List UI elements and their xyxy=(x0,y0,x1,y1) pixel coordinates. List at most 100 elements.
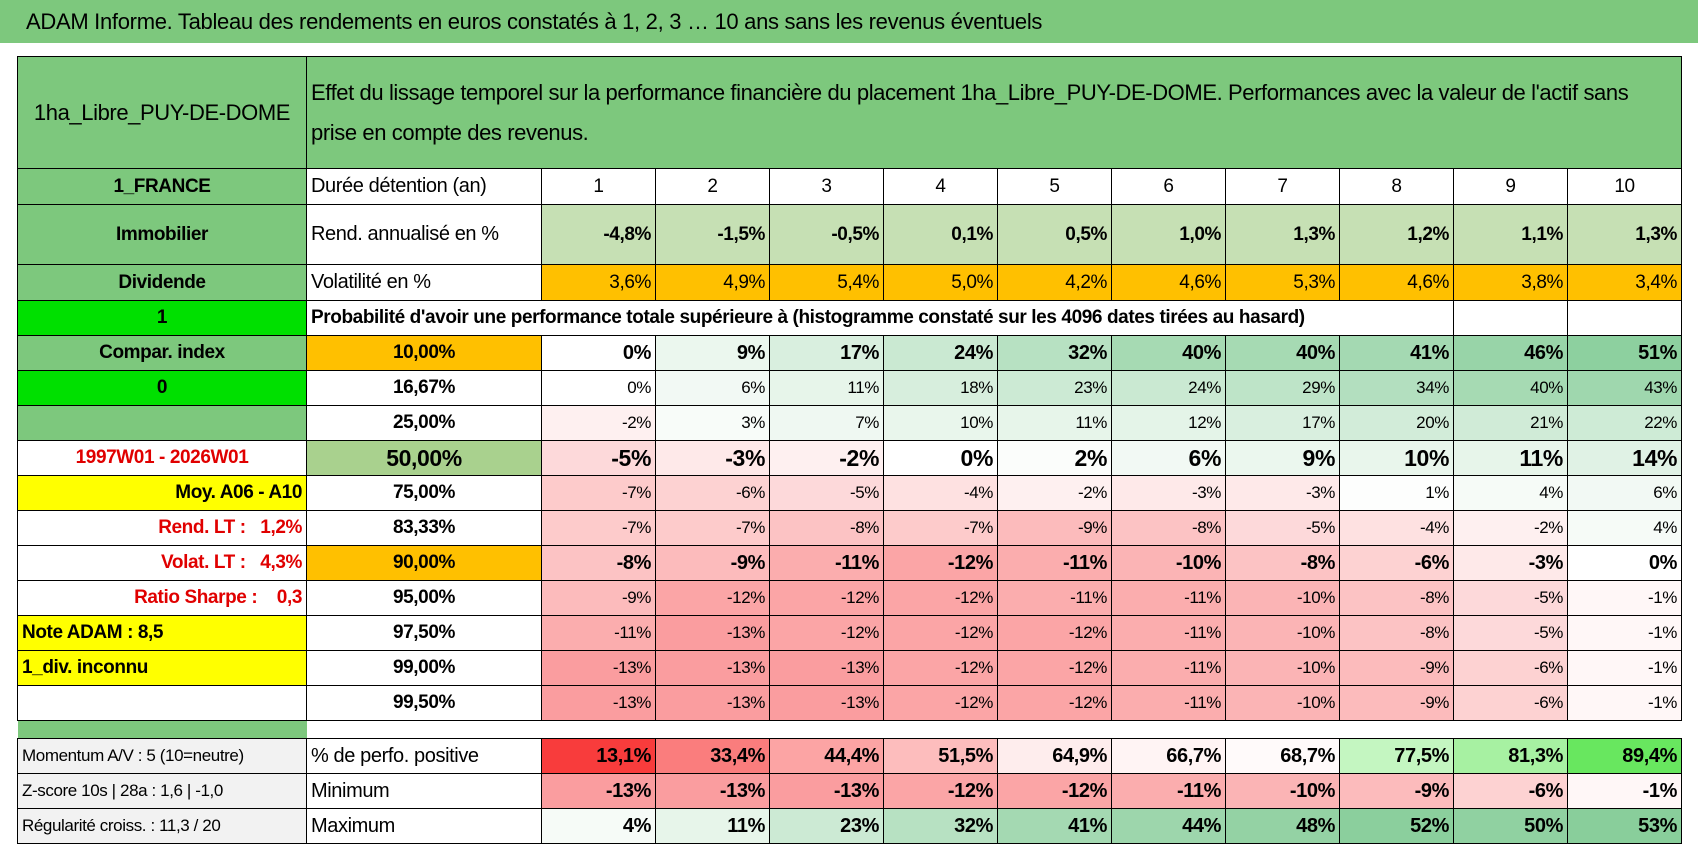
cell: 3,4% xyxy=(1566,264,1683,301)
row: Momentum A/V : 5 (10=neutre)% de perfo. … xyxy=(17,738,1683,774)
side-label: Ratio Sharpe : 0,3 xyxy=(17,580,307,616)
cell: -9% xyxy=(655,545,770,581)
cell: 3% xyxy=(655,405,770,441)
description: Effet du lissage temporel sur la perform… xyxy=(305,56,1683,169)
cell: 11% xyxy=(1453,440,1568,476)
cell: 44% xyxy=(1111,808,1226,844)
cell: -7% xyxy=(541,510,656,546)
summary-label: Minimum xyxy=(306,773,542,809)
cell: 11% xyxy=(655,808,770,844)
cell: 2% xyxy=(997,440,1112,476)
summary-side: Z-score 10s | 28a : 1,6 | -1,0 xyxy=(17,773,307,809)
cell: 4,6% xyxy=(1339,264,1454,301)
cell: -9% xyxy=(1339,773,1454,809)
row-label: Volatilité en % xyxy=(306,264,542,301)
asset-name: 1ha_Libre_PUY-DE-DOME xyxy=(17,56,307,169)
cell: -2% xyxy=(541,405,656,441)
cell: 5,0% xyxy=(883,264,998,301)
cell: 11% xyxy=(769,370,884,406)
cell: -13% xyxy=(655,773,770,809)
cell: -5% xyxy=(1453,615,1568,651)
cell: -1% xyxy=(1566,580,1683,616)
side-label xyxy=(17,685,307,721)
cell: -7% xyxy=(883,510,998,546)
cell: -7% xyxy=(541,475,656,511)
cell: -13% xyxy=(541,773,656,809)
cell: 77,5% xyxy=(1339,738,1454,774)
cell: 1,1% xyxy=(1453,204,1568,265)
side-label: Immobilier xyxy=(17,204,307,265)
cell: -11% xyxy=(1111,650,1226,686)
row: Régularité croiss. : 11,3 / 20 Maximum 4% 1… xyxy=(17,808,1683,844)
cell: 51% xyxy=(1566,335,1683,371)
row-label: Rend. annualisé en % xyxy=(306,204,542,265)
cell: 1,3% xyxy=(1566,204,1683,265)
cell: 24% xyxy=(883,335,998,371)
cell: -11% xyxy=(1111,615,1226,651)
cell: 33,4% xyxy=(655,738,770,774)
side-label: Note ADAM : 8,5 xyxy=(17,615,307,651)
cell: -11% xyxy=(997,545,1112,581)
cell: -11% xyxy=(1111,773,1226,809)
summary-side: Régularité croiss. : 11,3 / 20 xyxy=(17,808,307,844)
percentile-label: 99,00% xyxy=(306,650,542,686)
cell: -0,5% xyxy=(769,204,884,265)
cell: 5 xyxy=(997,168,1112,205)
cell: 6 xyxy=(1111,168,1226,205)
cell: 6% xyxy=(1111,440,1226,476)
cell: -8% xyxy=(1339,580,1454,616)
cell: 1,3% xyxy=(1225,204,1340,265)
cell: 48% xyxy=(1225,808,1340,844)
spacer xyxy=(17,720,307,739)
row-label: Durée détention (an) xyxy=(306,168,542,205)
cell: -12% xyxy=(883,773,998,809)
summary-label: % de perfo. positive xyxy=(306,738,542,774)
cell: -4% xyxy=(883,475,998,511)
cell: 40% xyxy=(1453,370,1568,406)
cell: 40% xyxy=(1225,335,1340,371)
cell: -2% xyxy=(1453,510,1568,546)
cell: 23% xyxy=(769,808,884,844)
percentile-label: 95,00% xyxy=(306,580,542,616)
cell: -10% xyxy=(1225,650,1340,686)
cell: 0% xyxy=(1566,545,1683,581)
cell: 50% xyxy=(1453,808,1568,844)
cell: 7% xyxy=(769,405,884,441)
title: ADAM Informe. Tableau des rendements en … xyxy=(0,0,1698,43)
cell: 4% xyxy=(1453,475,1568,511)
percentile-label: 50,00% xyxy=(306,440,542,476)
cell: 3 xyxy=(769,168,884,205)
cell: 18% xyxy=(883,370,998,406)
cell: 66,7% xyxy=(1111,738,1226,774)
cell: 17% xyxy=(769,335,884,371)
cell: -9% xyxy=(1339,650,1454,686)
cell: -12% xyxy=(769,615,884,651)
cell: -12% xyxy=(997,773,1112,809)
cell: -10% xyxy=(1225,773,1340,809)
cell: -10% xyxy=(1225,685,1340,721)
row: Dividende Volatilité en % 3,6% 4,9% 5,4% 5,0%… xyxy=(17,264,1683,301)
cell: 4% xyxy=(541,808,656,844)
cell: 10% xyxy=(883,405,998,441)
cell: 34% xyxy=(1339,370,1454,406)
cell: -6% xyxy=(1453,685,1568,721)
cell: 17% xyxy=(1225,405,1340,441)
cell: 41% xyxy=(1339,335,1454,371)
cell: 81,3% xyxy=(1453,738,1568,774)
side-label: Dividende xyxy=(17,264,307,301)
side-label: 0 xyxy=(17,370,307,406)
cell: -12% xyxy=(997,685,1112,721)
cell: 3,8% xyxy=(1453,264,1568,301)
cell: -13% xyxy=(769,650,884,686)
cell: -2% xyxy=(769,440,884,476)
cell: -1,5% xyxy=(655,204,770,265)
cell: 1 xyxy=(541,168,656,205)
cell: -12% xyxy=(655,580,770,616)
side-label xyxy=(17,405,307,441)
cell: -7% xyxy=(655,510,770,546)
cell: -4,8% xyxy=(541,204,656,265)
cell: 11% xyxy=(997,405,1112,441)
side-label: 1_div. inconnu xyxy=(17,650,307,686)
cell: 29% xyxy=(1225,370,1340,406)
cell: 51,5% xyxy=(883,738,998,774)
